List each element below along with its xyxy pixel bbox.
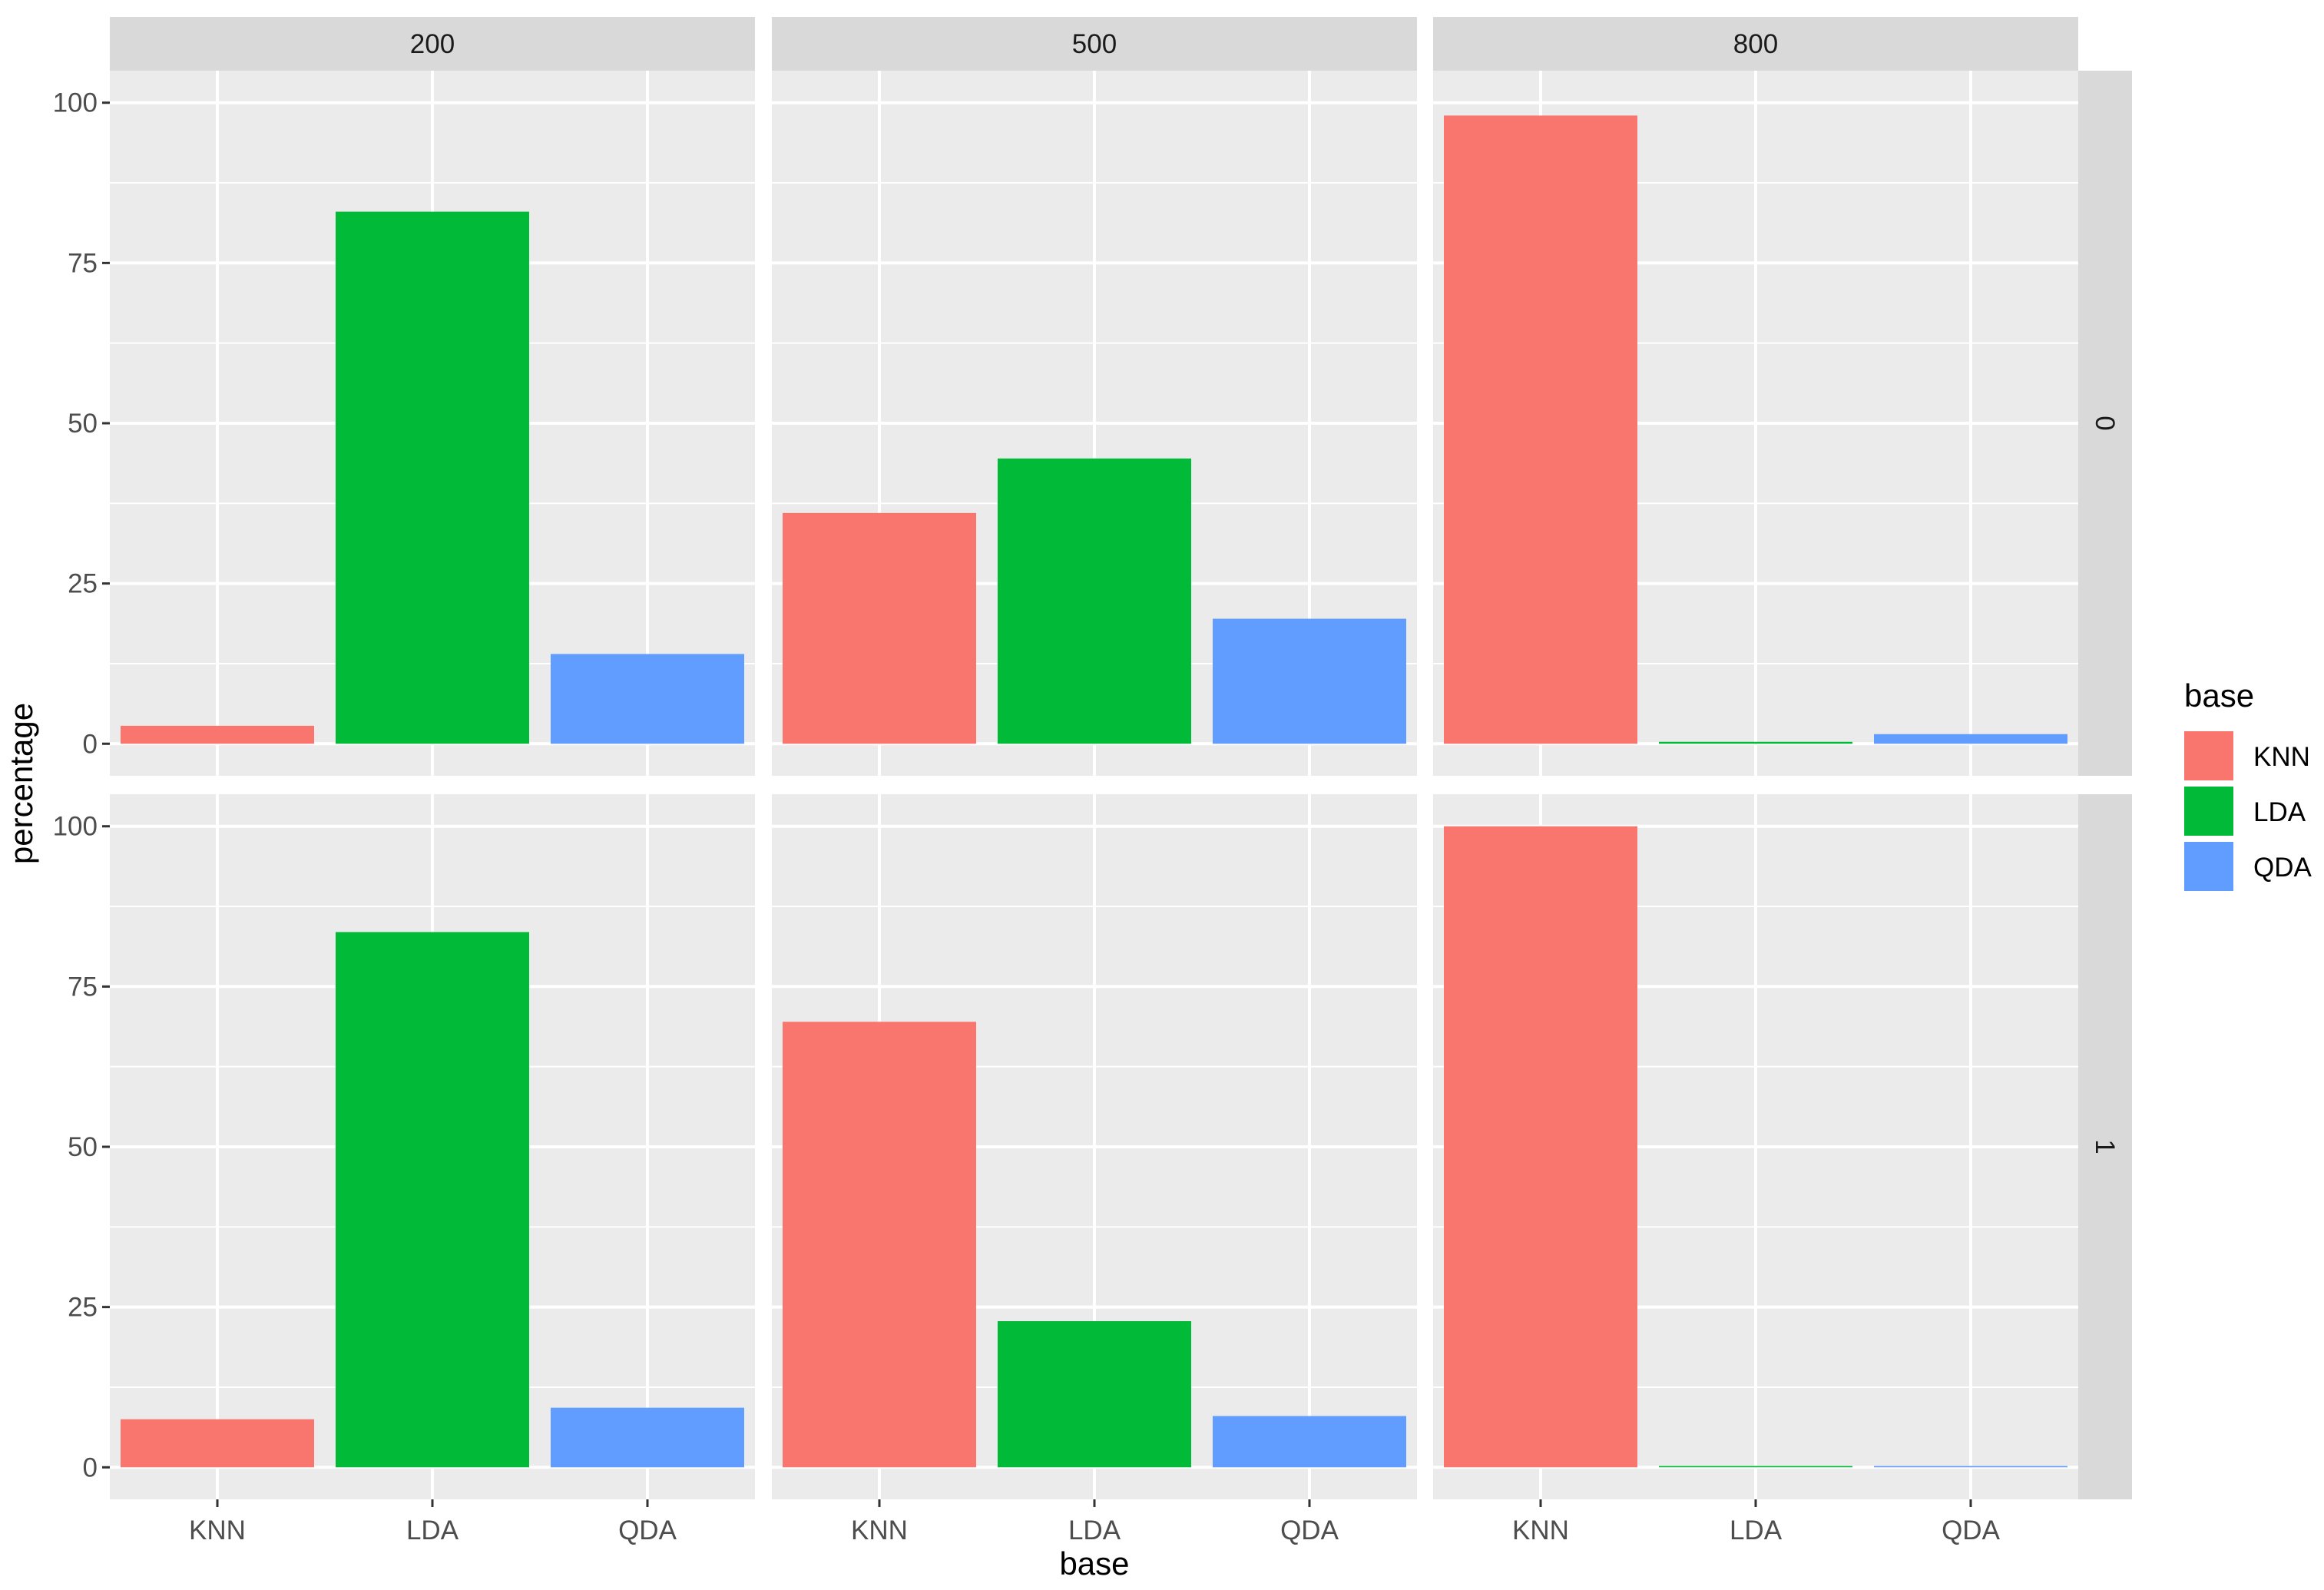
y-tick-label: 50 — [68, 409, 98, 439]
legend-label-LDA: LDA — [2253, 797, 2306, 827]
x-tick-label-LDA: LDA — [1730, 1515, 1783, 1545]
legend-title: base — [2184, 677, 2254, 714]
legend-key-LDA — [2184, 787, 2233, 836]
y-tick-label: 0 — [83, 1453, 98, 1482]
y-tick-label: 75 — [68, 972, 98, 1002]
x-tick-label-LDA: LDA — [406, 1515, 459, 1545]
bar-QDA-200-1 — [551, 1407, 744, 1468]
bar-QDA-500-0 — [1213, 618, 1406, 744]
y-tick-label: 25 — [68, 569, 98, 599]
y-tick-label: 100 — [53, 88, 98, 118]
strip-row-0 — [2078, 71, 2132, 776]
bar-QDA-800-1 — [1874, 1466, 2067, 1468]
bar-LDA-500-0 — [998, 458, 1191, 744]
y-axis-title: percentage — [3, 703, 39, 864]
x-tick-label-QDA: QDA — [1280, 1515, 1339, 1545]
bar-KNN-500-1 — [783, 1022, 976, 1468]
x-tick-label-QDA: QDA — [618, 1515, 677, 1545]
legend-key-QDA — [2184, 842, 2233, 891]
bar-KNN-200-1 — [121, 1419, 314, 1468]
x-tick-label-LDA: LDA — [1068, 1515, 1121, 1545]
legend-label-KNN: KNN — [2253, 742, 2310, 772]
strip-col-label-500: 500 — [1072, 29, 1117, 59]
y-tick-label: 50 — [68, 1132, 98, 1162]
y-tick-label: 25 — [68, 1293, 98, 1323]
bar-KNN-500-0 — [783, 512, 976, 744]
strip-row-label-0: 0 — [2090, 416, 2120, 430]
legend: base KNN LDA QDA — [2184, 677, 2312, 891]
x-tick-label-KNN: KNN — [189, 1515, 246, 1545]
bar-LDA-200-0 — [336, 211, 529, 744]
strip-col-500 — [772, 17, 1417, 71]
y-tick-label: 0 — [83, 729, 98, 759]
bar-KNN-800-0 — [1444, 115, 1637, 744]
x-tick-label-KNN: KNN — [851, 1515, 908, 1545]
bar-LDA-800-1 — [1659, 1466, 1852, 1468]
panels-layer: 200 500 800 0 1 0 25 50 75 100 0 25 50 75 100 KNN LDA QDA… — [53, 17, 2132, 1545]
strip-row-label-1: 1 — [2090, 1139, 2120, 1154]
strip-col-200 — [110, 17, 755, 71]
bar-QDA-200-0 — [551, 654, 744, 744]
legend-key-KNN — [2184, 731, 2233, 780]
y-tick-label: 100 — [53, 812, 98, 842]
legend-label-QDA: QDA — [2253, 853, 2312, 883]
bar-KNN-200-0 — [121, 725, 314, 744]
strip-row-1 — [2078, 794, 2132, 1499]
bar-QDA-500-1 — [1213, 1416, 1406, 1468]
bar-LDA-200-1 — [336, 932, 529, 1468]
x-axis-title: base — [1059, 1545, 1129, 1582]
bar-QDA-800-0 — [1874, 734, 2067, 744]
bar-KNN-800-1 — [1444, 826, 1637, 1468]
strip-col-800 — [1433, 17, 2078, 71]
y-tick-label: 75 — [68, 248, 98, 278]
strip-col-label-200: 200 — [410, 29, 455, 59]
x-tick-label-QDA: QDA — [1942, 1515, 2001, 1545]
strip-col-label-800: 800 — [1733, 29, 1778, 59]
x-tick-label-KNN: KNN — [1512, 1515, 1569, 1545]
bar-LDA-500-1 — [998, 1320, 1191, 1468]
bar-LDA-800-0 — [1659, 741, 1852, 744]
